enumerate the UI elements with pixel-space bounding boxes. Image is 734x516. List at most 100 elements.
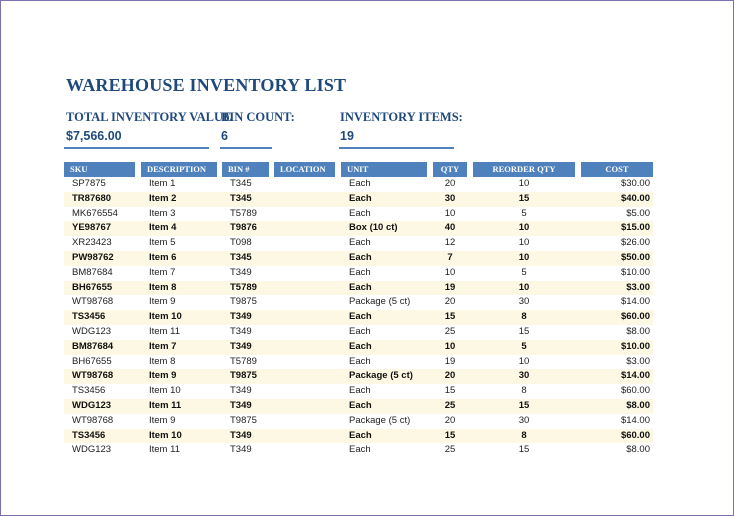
- table-cell: WDG123: [72, 326, 112, 337]
- table-cell: $50.00: [620, 252, 650, 263]
- table-cell: 12: [444, 237, 456, 249]
- table-cell: 10: [518, 252, 530, 263]
- table-cell: Package (5 ct): [349, 370, 413, 382]
- table-cell: [274, 340, 335, 355]
- table-cell: 19: [444, 355, 456, 367]
- summary-underline: [64, 147, 209, 149]
- table-cell: Item 2: [149, 192, 177, 204]
- table-cell: Item 4: [149, 222, 177, 234]
- table-cell: Item 1: [149, 178, 176, 189]
- table-cell: 30: [518, 370, 530, 382]
- table-cell: 40: [444, 222, 456, 234]
- table-cell: T5789: [230, 207, 257, 219]
- table-cell: T349: [230, 400, 252, 411]
- table-cell: Package (5 ct): [349, 296, 411, 308]
- table-cell: Item 10: [149, 385, 181, 397]
- table-cell: Item 5: [149, 237, 176, 249]
- table-cell: BM87684: [72, 340, 114, 352]
- table-cell: 25: [444, 444, 456, 456]
- row-band: [64, 310, 653, 325]
- table-cell: [274, 207, 335, 222]
- table-cell: $60.00: [620, 429, 650, 441]
- table-cell: Item 9: [149, 414, 176, 426]
- summary-label: TOTAL INVENTORY VALUE: [66, 110, 232, 124]
- table-cell: 8: [521, 385, 527, 397]
- table-cell: Each: [349, 400, 372, 411]
- summary-label: BIN COUNT:: [221, 110, 295, 124]
- summary-value: 19: [340, 129, 354, 143]
- table-cell: Each: [349, 281, 372, 293]
- table-cell: [274, 399, 335, 414]
- table-cell: $26.00: [620, 237, 650, 249]
- column-header: UNIT: [341, 162, 427, 177]
- column-header: LOCATION: [274, 162, 335, 177]
- table-cell: $5.00: [626, 207, 650, 219]
- table-cell: $3.00: [626, 355, 650, 367]
- table-cell: 8: [521, 311, 527, 323]
- table-cell: WDG123: [72, 444, 112, 456]
- table-cell: Each: [349, 340, 372, 352]
- table-cell: $10.00: [620, 340, 650, 352]
- table-cell: $8.00: [626, 326, 650, 337]
- table-cell: [274, 295, 335, 310]
- table-cell: 25: [444, 326, 456, 337]
- table-cell: Each: [349, 355, 371, 367]
- table-cell: 30: [518, 414, 530, 426]
- column-header: SKU: [64, 162, 135, 177]
- row-band: [64, 221, 653, 237]
- table-cell: $10.00: [620, 266, 650, 278]
- table-cell: XR23423: [72, 237, 112, 249]
- table-cell: Each: [349, 266, 371, 278]
- table-cell: Item 6: [149, 252, 177, 263]
- table-cell: 10: [444, 266, 456, 278]
- table-cell: 15: [518, 192, 530, 204]
- table-cell: T9876: [230, 222, 257, 234]
- table-cell: T349: [230, 340, 252, 352]
- table-cell: $14.00: [620, 370, 650, 382]
- row-band: [64, 280, 653, 296]
- table-cell: 15: [444, 429, 456, 441]
- table-cell: Each: [349, 311, 372, 323]
- table-cell: $40.00: [620, 192, 650, 204]
- table-cell: [274, 266, 335, 281]
- table-cell: BH67655: [72, 355, 112, 367]
- table-cell: [274, 414, 335, 429]
- table-cell: [274, 325, 335, 340]
- table-cell: $30.00: [620, 178, 650, 189]
- table-cell: [274, 429, 335, 444]
- table-cell: 20: [444, 370, 456, 382]
- table-cell: Item 3: [149, 207, 176, 219]
- table-cell: 20: [444, 178, 456, 189]
- table-cell: 7: [447, 252, 453, 263]
- table-cell: Item 7: [149, 340, 177, 352]
- summary-value: 6: [221, 129, 228, 143]
- table-cell: Item 11: [149, 444, 180, 456]
- table-cell: 8: [521, 429, 527, 441]
- table-cell: [274, 177, 335, 192]
- table-cell: TS3456: [72, 429, 106, 441]
- table-cell: Each: [349, 207, 371, 219]
- table-cell: 25: [444, 400, 456, 411]
- summary-underline: [220, 147, 272, 149]
- table-cell: Each: [349, 252, 372, 263]
- table-cell: T349: [230, 326, 252, 337]
- table-cell: Box (10 ct): [349, 222, 398, 234]
- table-cell: YE98767: [72, 222, 112, 234]
- table-cell: T345: [230, 252, 252, 263]
- row-band: [64, 399, 653, 414]
- table-cell: TS3456: [72, 385, 106, 397]
- table-cell: T9875: [230, 296, 257, 308]
- table-cell: $14.00: [620, 296, 650, 308]
- table-cell: Each: [349, 385, 371, 397]
- table-cell: 15: [518, 444, 530, 456]
- table-cell: T098: [230, 237, 252, 249]
- table-cell: T345: [230, 192, 252, 204]
- table-cell: T349: [230, 429, 252, 441]
- title: WAREHOUSE INVENTORY LIST: [66, 75, 347, 95]
- table-cell: 10: [444, 340, 456, 352]
- table-cell: T345: [230, 178, 252, 189]
- column-header: DESCRIPTION: [141, 162, 217, 177]
- table-cell: T349: [230, 385, 252, 397]
- table-cell: 10: [518, 281, 530, 293]
